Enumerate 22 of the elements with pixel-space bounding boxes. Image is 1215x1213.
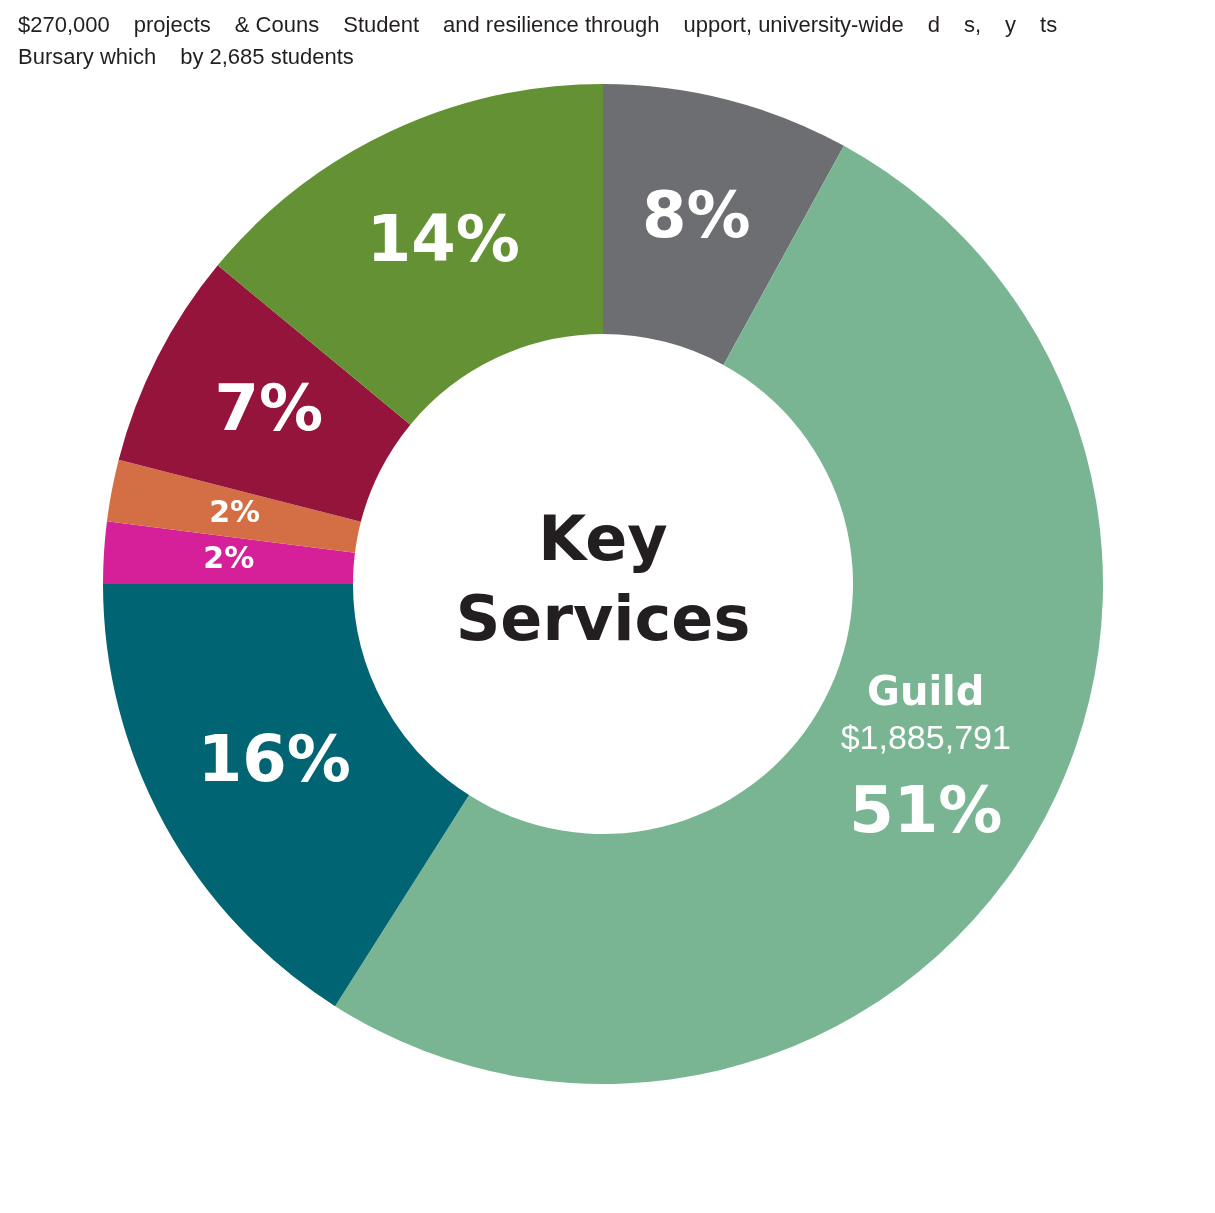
text: and resilience through (443, 12, 660, 38)
text: by 2,685 students (180, 44, 354, 70)
text: Bursary which (18, 44, 157, 70)
text: & Couns (234, 12, 320, 38)
data-label: 14% (366, 202, 520, 277)
text: d (927, 12, 940, 38)
text: $270,000 (18, 12, 110, 38)
slice-label: Guild (867, 668, 985, 715)
data-label: 51% (849, 772, 1003, 847)
data-label: 7% (214, 371, 324, 446)
data-label: 16% (197, 722, 351, 797)
text: $1,885,791 (840, 718, 1011, 757)
text: Key Services (455, 502, 751, 656)
text: upport, university-wide (683, 12, 904, 38)
text: projects (133, 12, 211, 38)
text: y (1005, 12, 1017, 38)
text: s, (963, 12, 982, 38)
text: Student (343, 12, 420, 38)
data-label: 2% (209, 493, 261, 529)
data-label: 2% (203, 540, 255, 576)
data-label: 8% (641, 178, 751, 253)
text: ts (1040, 12, 1058, 38)
